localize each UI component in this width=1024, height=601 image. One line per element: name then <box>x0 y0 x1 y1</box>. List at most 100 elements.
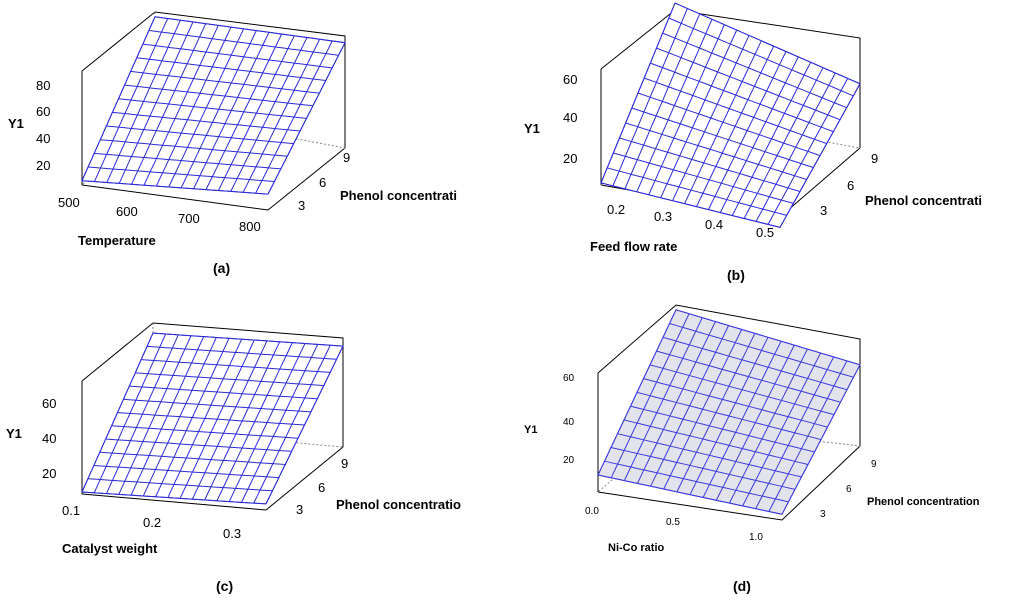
x-tick-label: 0.3 <box>223 526 241 541</box>
surface-grid-line <box>136 57 326 81</box>
surface-mesh <box>600 2 861 228</box>
x-tick-label: 0.5 <box>756 225 774 240</box>
surface-grid-line <box>676 333 756 493</box>
surface-grid-line <box>650 62 834 133</box>
surface-grid-line <box>112 111 301 132</box>
chart-panel-c: 20 40 60 Y1 0.1 0.2 0.3 Catalyst weight … <box>6 322 461 594</box>
surface-grid-line <box>637 92 821 157</box>
surface-grid-line <box>106 125 294 145</box>
x-tick-label: 0.5 <box>666 517 680 528</box>
surface-grid-line <box>719 56 799 213</box>
surface-grid-line <box>230 37 308 192</box>
chart-panel-d: 20 40 60 Y1 0.0 0.5 1.0 Ni-Co ratio 3 6 … <box>524 304 980 594</box>
surface-grid-line <box>93 333 167 494</box>
surface-grid-line <box>624 13 701 190</box>
panel-caption: (c) <box>216 578 233 594</box>
surface-grid-line <box>728 348 808 504</box>
x-tick-label: 500 <box>58 195 80 210</box>
surface-grid-line <box>155 26 232 187</box>
surface-grid-line <box>623 317 703 481</box>
y-axis-ticks: 3 6 9 <box>298 150 350 213</box>
panel-caption: (d) <box>733 578 751 594</box>
surface-grid-line <box>205 33 283 190</box>
surface-grid-line <box>731 62 812 216</box>
panel-caption: (b) <box>727 267 745 283</box>
surface-grid-line <box>141 359 331 373</box>
surface-grid-line <box>656 47 841 121</box>
surface-grid-line <box>742 352 822 507</box>
surface-grid-line <box>130 336 205 496</box>
surface-grid-line <box>755 356 835 509</box>
surface-grid-line <box>610 313 690 479</box>
surface-grid-line <box>663 329 743 490</box>
surface-grid-line <box>180 30 257 189</box>
y-axis-label: Phenol concentrati <box>340 188 457 203</box>
surface-fill <box>81 16 346 195</box>
x-tick-label: 0.2 <box>607 202 625 217</box>
surface-grid-line <box>265 345 344 505</box>
surface-grid-line <box>99 451 286 465</box>
x-tick-label: 0.2 <box>143 515 161 530</box>
surface-grid-line <box>779 83 861 228</box>
surface-grid-line <box>106 19 181 183</box>
x-axis-label: Temperature <box>78 233 156 248</box>
surface-grid-line <box>129 385 318 400</box>
y-tick-label: 3 <box>296 502 303 517</box>
surface-grid-line <box>755 72 836 222</box>
surface-grid-line <box>124 84 313 107</box>
x-axis-ticks: 0.1 0.2 0.3 <box>62 503 241 541</box>
surface-grid-line <box>707 51 787 210</box>
surface-grid-line <box>135 372 324 387</box>
surface-grid-line <box>94 152 281 170</box>
surface-grid-line <box>123 398 311 413</box>
surface-grid-line <box>253 344 331 504</box>
z-axis-label: Y1 <box>524 424 537 436</box>
y-tick-label: 3 <box>820 203 827 218</box>
z-axis-ticks: 20 40 60 80 <box>36 78 50 173</box>
surface-grid-line <box>668 17 854 97</box>
y-axis-ticks: 3 6 9 <box>820 459 877 520</box>
z-tick-label: 60 <box>36 104 50 119</box>
surface-grid-line <box>81 332 154 493</box>
x-axis-label: Feed flow rate <box>590 239 677 254</box>
surface-grid-line <box>662 32 847 109</box>
x-tick-label: 1.0 <box>749 532 763 543</box>
surface-grid-line <box>111 425 299 439</box>
y-axis-ticks: 3 6 9 <box>820 151 878 218</box>
surface-grid-line <box>625 122 807 180</box>
surface-grid-line <box>87 478 273 492</box>
x-tick-label: 800 <box>239 219 261 234</box>
y-tick-label: 6 <box>319 175 326 190</box>
surface-grid-line <box>600 182 781 228</box>
surface-grid-line <box>81 16 156 181</box>
chart-panel-b: 20 40 60 Y1 0.2 0.3 0.4 0.5 Feed flow ra… <box>524 2 982 283</box>
x-tick-label: 700 <box>178 211 200 226</box>
z-axis-ticks: 20 40 60 <box>563 72 577 166</box>
surface-grid-line <box>241 344 319 503</box>
surface-grid-line <box>148 29 339 56</box>
x-tick-label: 600 <box>116 204 138 219</box>
surface-grid-line <box>81 180 269 195</box>
x-axis-label: Ni-Co ratio <box>608 542 665 554</box>
x-tick-label: 0.3 <box>654 209 672 224</box>
x-axis-ticks: 500 600 700 800 <box>58 195 261 234</box>
surface-grid-line <box>142 337 217 497</box>
x-tick-label: 0.1 <box>62 503 80 518</box>
surface-grid-line <box>600 2 676 184</box>
surface-grid-line <box>255 40 333 194</box>
surface-grid-line <box>242 38 321 193</box>
surface-grid-line <box>650 325 730 487</box>
surface-grid-line <box>674 2 861 85</box>
surface-grid-line <box>217 35 295 191</box>
surface-grid-line <box>168 28 245 188</box>
surface-grid-line <box>81 491 267 505</box>
surface-grid-line <box>88 166 275 182</box>
surface-grid-line <box>118 335 192 495</box>
z-tick-label: 20 <box>42 466 56 481</box>
surface-grid-line <box>152 332 344 347</box>
surface-grid-line <box>154 16 346 44</box>
z-tick-label: 40 <box>42 431 56 446</box>
surface-grid-line <box>689 337 769 495</box>
surface-grid-line <box>684 40 762 204</box>
surface-grid-line <box>648 24 725 196</box>
